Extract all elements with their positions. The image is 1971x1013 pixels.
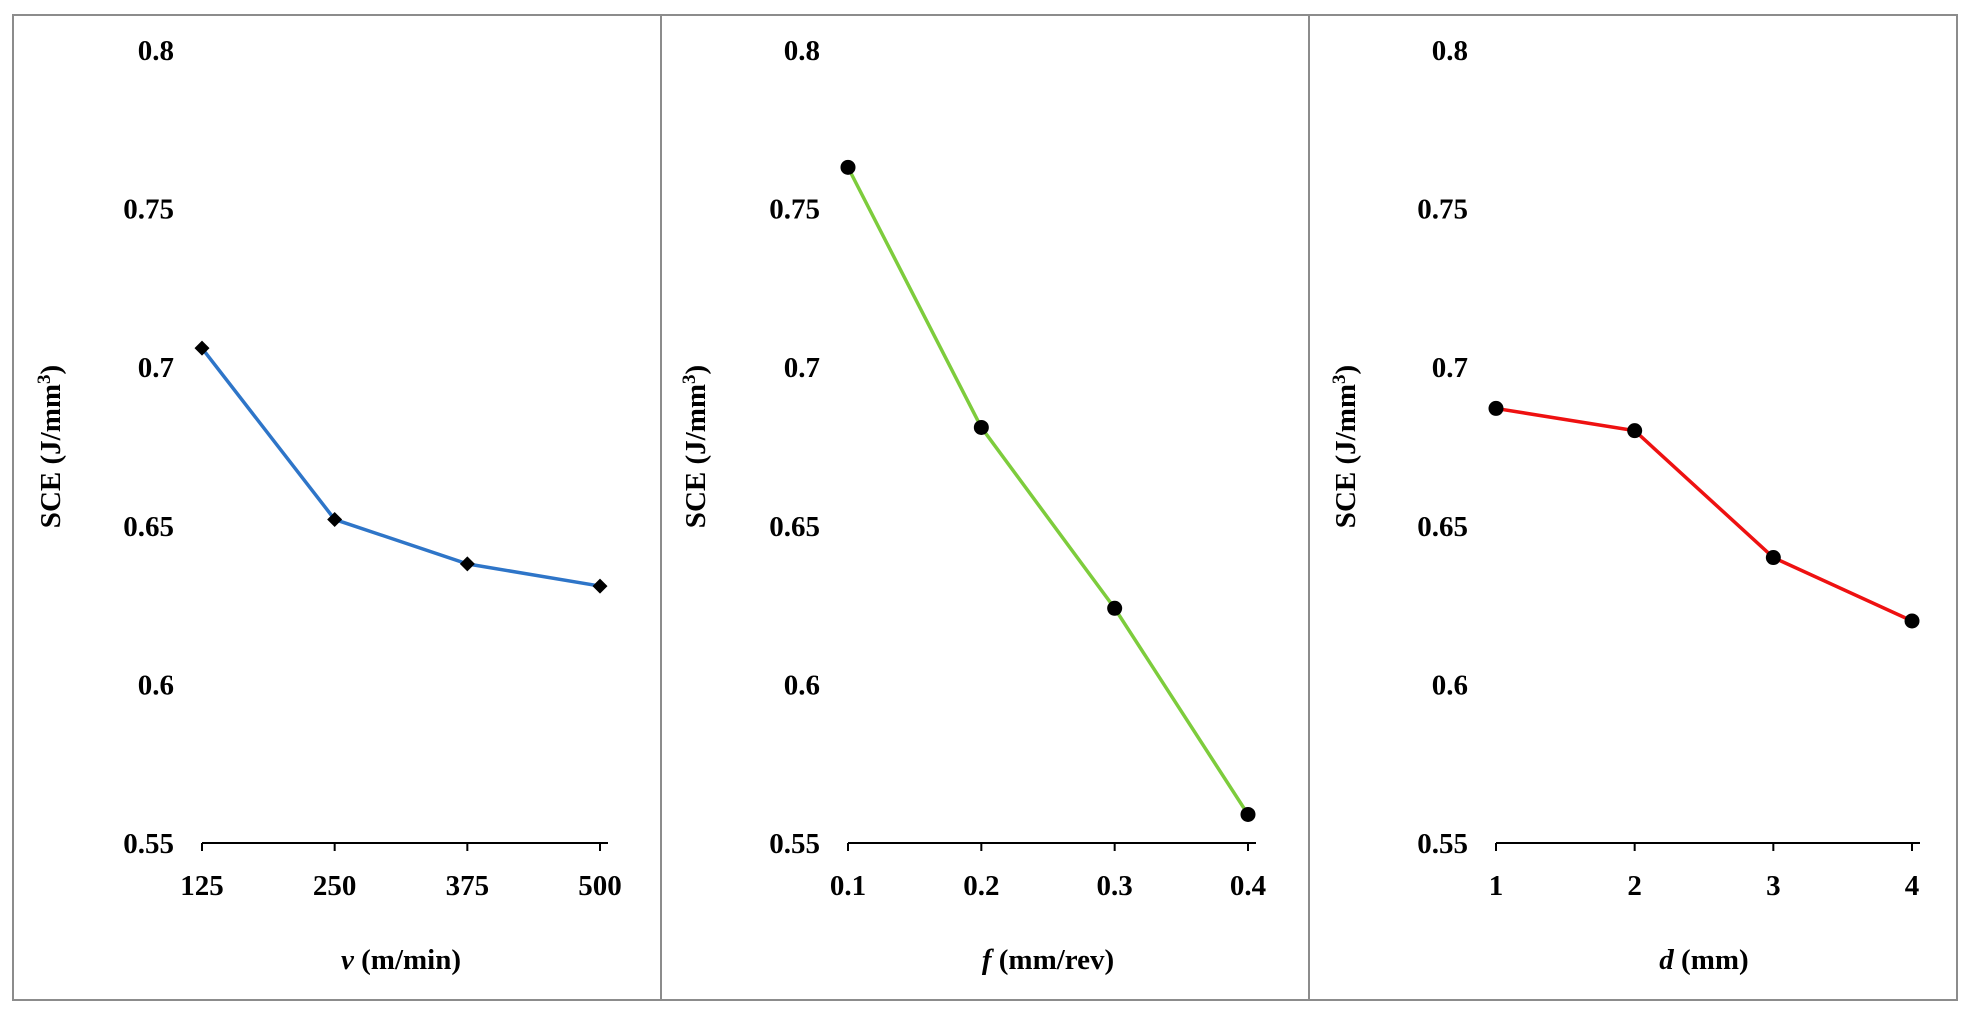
y-tick-label: 0.75 xyxy=(123,194,174,226)
x-tick-label: 500 xyxy=(578,870,622,902)
y-tick-label: 0.6 xyxy=(1432,669,1468,701)
x-tick-label: 375 xyxy=(446,870,490,902)
data-point xyxy=(1904,613,1920,629)
series-line xyxy=(200,347,601,588)
y-tick-label: 0.65 xyxy=(123,511,174,543)
data-point xyxy=(327,511,343,527)
series-line xyxy=(846,166,1250,816)
panel-border-v xyxy=(12,14,662,1001)
y-tick-label: 0.8 xyxy=(138,35,174,67)
y-tick-label: 0.65 xyxy=(769,511,820,543)
y-tick-label: 0.75 xyxy=(1417,194,1468,226)
x-tick-label: 0.2 xyxy=(963,870,999,902)
chart-panel-v: 0.55 0.6 0.65 0.7 0.75 0.8 125 250 375 500 v (m/mi… xyxy=(34,35,622,976)
x-axis-title: d (mm) xyxy=(1659,944,1748,976)
data-point xyxy=(1240,806,1256,822)
charts-layer: 0.55 0.6 0.65 0.7 0.75 0.8 125 250 375 500 v (m/mi… xyxy=(34,35,1920,976)
data-point xyxy=(1627,423,1643,439)
panel-border-d xyxy=(1308,14,1958,1001)
y-tick-label: 0.55 xyxy=(769,828,820,860)
chart-panel-f: 0.55 0.6 0.65 0.7 0.75 0.8 0.1 0.2 0.3 0.4 f (mm/r… xyxy=(679,35,1267,976)
y-axis-title: SCE (J/mm3) xyxy=(34,365,68,528)
x-axis-title: v (m/min) xyxy=(341,944,461,976)
data-point xyxy=(1107,600,1123,616)
y-tick-label: 0.75 xyxy=(769,194,820,226)
data-point xyxy=(592,578,608,594)
data-point xyxy=(1765,550,1781,566)
data-point xyxy=(459,556,475,572)
y-axis-title: SCE (J/mm3) xyxy=(679,365,713,528)
x-tick-label: 250 xyxy=(313,870,357,902)
x-tick-label: 4 xyxy=(1905,870,1920,902)
y-tick-label: 0.8 xyxy=(784,35,820,67)
data-point xyxy=(840,159,856,175)
y-tick-label: 0.55 xyxy=(123,828,174,860)
x-tick-label: 0.3 xyxy=(1097,870,1133,902)
series-line xyxy=(1495,406,1913,623)
y-tick-label: 0.7 xyxy=(138,352,174,384)
x-tick-label: 3 xyxy=(1766,870,1781,902)
data-point xyxy=(194,340,210,356)
x-tick-label: 125 xyxy=(180,870,224,902)
y-tick-label: 0.55 xyxy=(1417,828,1468,860)
panel-border-f xyxy=(660,14,1310,1001)
chart-panel-d: 0.55 0.6 0.65 0.7 0.75 0.8 1 2 3 4 d (mm) SCE (J/mm… xyxy=(1329,35,1920,976)
y-tick-label: 0.7 xyxy=(1432,352,1468,384)
y-tick-label: 0.65 xyxy=(1417,511,1468,543)
y-tick-label: 0.6 xyxy=(784,669,820,701)
x-tick-label: 2 xyxy=(1627,870,1642,902)
data-point xyxy=(973,419,989,435)
x-tick-label: 1 xyxy=(1489,870,1504,902)
x-axis-title: f (mm/rev) xyxy=(982,944,1114,976)
x-tick-label: 0.1 xyxy=(830,870,866,902)
y-tick-label: 0.7 xyxy=(784,352,820,384)
y-tick-label: 0.8 xyxy=(1432,35,1468,67)
x-tick-label: 0.4 xyxy=(1230,870,1266,902)
y-tick-label: 0.6 xyxy=(138,669,174,701)
data-point xyxy=(1488,400,1504,416)
y-axis-title: SCE (J/mm3) xyxy=(1329,365,1363,528)
